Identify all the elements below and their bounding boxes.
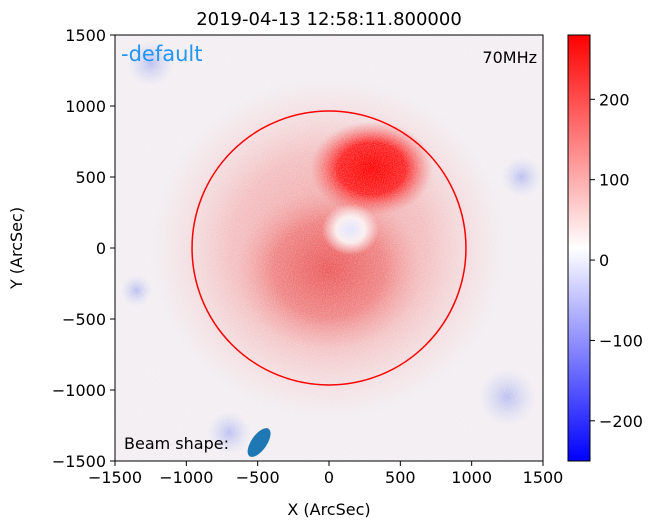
- colorbar-tick-label: 100: [599, 171, 630, 190]
- frequency-label: 70MHz: [482, 48, 537, 67]
- y-tick-label: 0: [96, 239, 106, 258]
- label-default: -default: [121, 42, 202, 66]
- x-tick-label: −1000: [159, 468, 213, 487]
- x-tick-label: −1500: [88, 468, 142, 487]
- y-tick-label: −1500: [52, 452, 106, 471]
- heatmap: [115, 35, 543, 461]
- beam-ellipse: [247, 428, 271, 457]
- x-axis: −1500 −1000 −500 0 500 1000 1500: [88, 461, 563, 487]
- colorbar: [567, 34, 591, 462]
- x-axis-label: X (ArcSec): [287, 500, 370, 519]
- noise-texture: [115, 35, 543, 461]
- chart-title: 2019-04-13 12:58:11.800000: [196, 9, 462, 30]
- x-tick-label: 1500: [523, 468, 564, 487]
- colorbar-tick-label: −200: [599, 412, 643, 431]
- x-tick-label: 0: [324, 468, 334, 487]
- x-tick-label: −500: [236, 468, 280, 487]
- y-axis: −1500 −1000 −500 0 500 1000 1500: [52, 26, 115, 471]
- y-tick-label: 1500: [65, 26, 106, 45]
- beam-shape-label: Beam shape:: [124, 434, 229, 453]
- colorbar-axis: −200 −100 0 100 200: [590, 90, 643, 431]
- y-axis-label: Y (ArcSec): [7, 207, 26, 290]
- y-tick-label: −500: [62, 310, 106, 329]
- solar-limb: [191, 110, 467, 386]
- colorbar-tick-label: 0: [599, 251, 609, 270]
- colorbar-tick-label: 200: [599, 90, 630, 109]
- colorbar-tick-label: −100: [599, 331, 643, 350]
- y-tick-label: 500: [75, 168, 106, 187]
- y-tick-label: −1000: [52, 381, 106, 400]
- y-tick-label: 1000: [65, 97, 106, 116]
- x-tick-label: 1000: [451, 468, 492, 487]
- x-tick-label: 500: [385, 468, 416, 487]
